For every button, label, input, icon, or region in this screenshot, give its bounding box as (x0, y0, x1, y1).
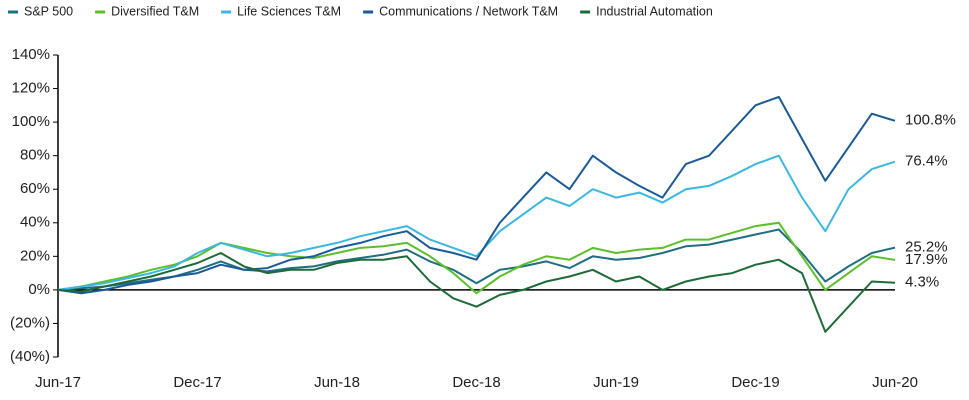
y-tick-label: 80% (20, 147, 50, 164)
legend-label: Diversified T&M (111, 4, 199, 18)
y-tick-label: (40%) (10, 348, 50, 365)
end-value-label: 17.9% (905, 251, 948, 268)
legend-label: S&P 500 (24, 4, 73, 18)
legend-label: Industrial Automation (596, 4, 713, 18)
series-line (57, 252, 896, 333)
x-tick-label: Dec-17 (173, 374, 221, 391)
series-line (57, 221, 896, 295)
x-tick-label: Jun-18 (314, 374, 360, 391)
y-tick-label: 0% (28, 281, 50, 298)
y-tick-label: 20% (20, 247, 50, 264)
y-tick-label: 60% (20, 180, 50, 197)
series-line (57, 228, 896, 291)
legend-label: Communications / Network T&M (379, 4, 558, 18)
x-tick-label: Jun-17 (35, 374, 81, 391)
y-tick-label: 140% (12, 46, 50, 63)
x-tick-label: Dec-19 (731, 374, 779, 391)
series-line (57, 95, 896, 295)
x-tick-label: Dec-18 (452, 374, 500, 391)
end-value-label: 100.8% (905, 112, 956, 129)
series-line (57, 154, 896, 291)
y-tick-label: (20%) (10, 314, 50, 331)
end-value-label: 25.2% (905, 239, 948, 256)
x-tick-label: Jun-19 (593, 374, 639, 391)
x-tick-label: Jun-20 (872, 374, 918, 391)
end-value-label: 4.3% (905, 274, 939, 291)
y-tick-label: 40% (20, 214, 50, 231)
y-tick-label: 120% (12, 80, 50, 97)
legend-label: Life Sciences T&M (237, 4, 341, 18)
y-tick-label: 100% (12, 113, 50, 130)
end-value-label: 76.4% (905, 153, 948, 170)
